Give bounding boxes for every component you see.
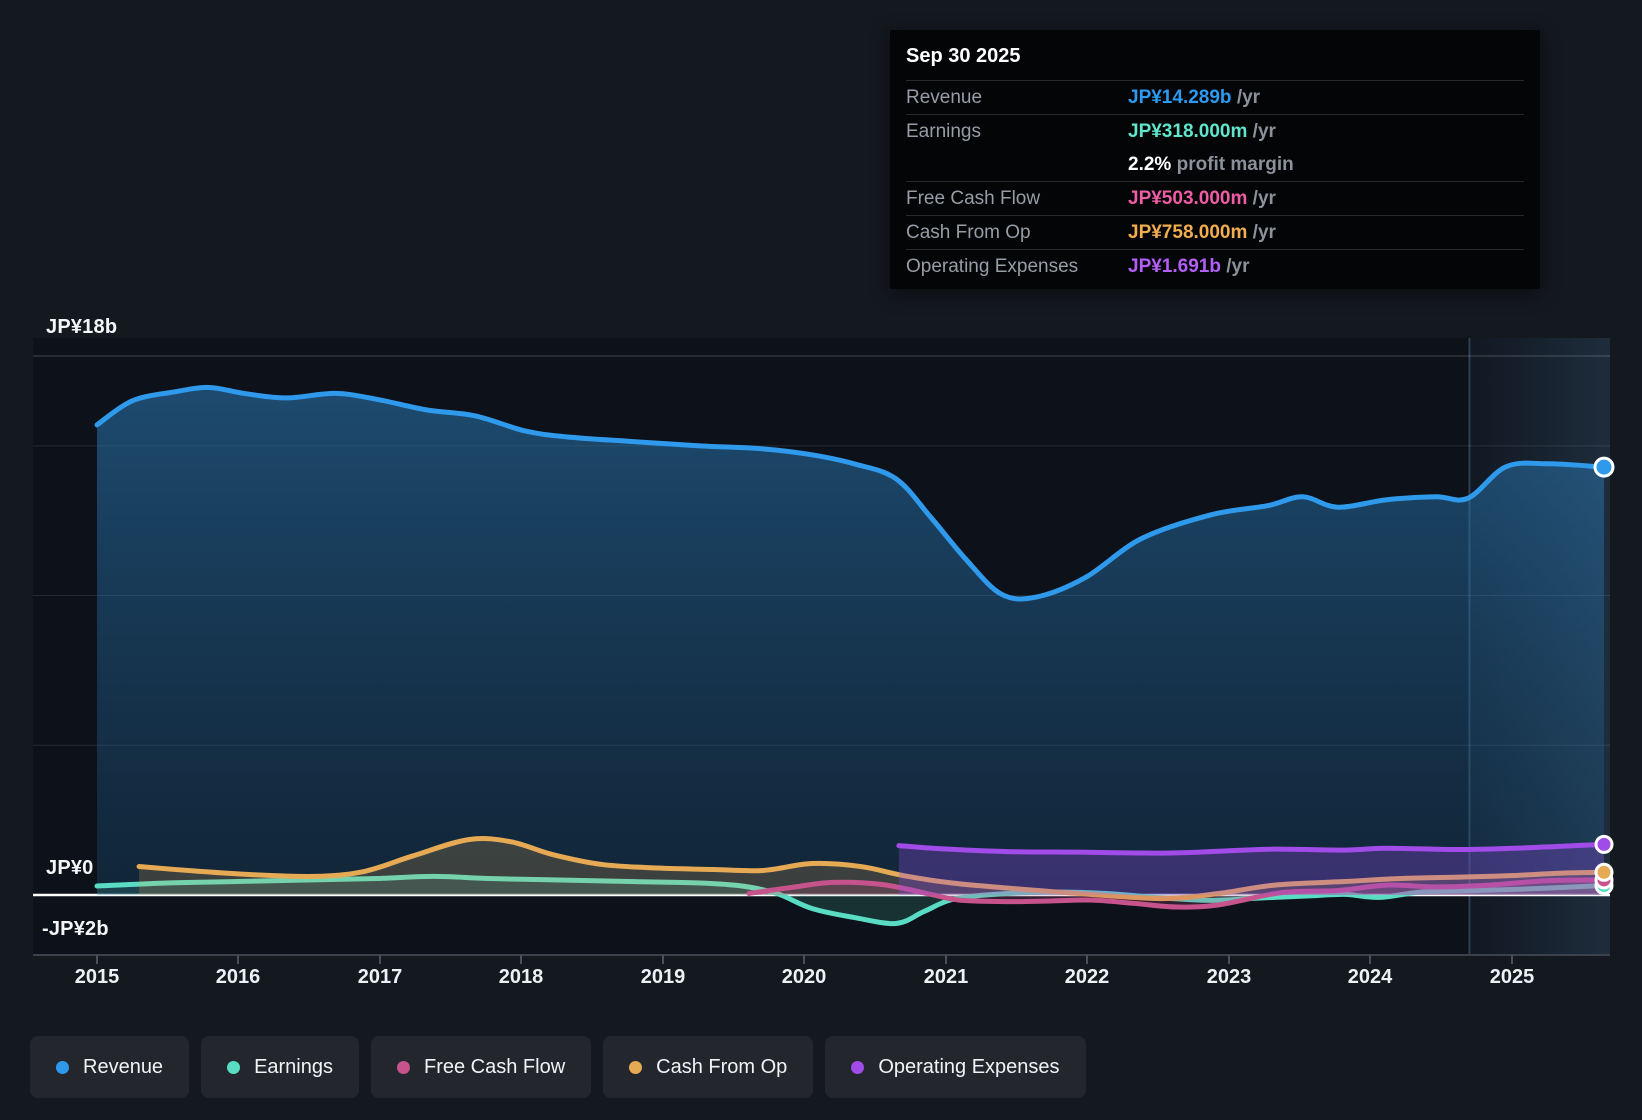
- tooltip-row-earnings: Earnings JP¥318.000m /yr: [906, 114, 1524, 148]
- chart-tooltip: Sep 30 2025 Revenue JP¥14.289b /yr Earni…: [890, 30, 1540, 289]
- series-revenue: [94, 384, 1607, 895]
- tooltip-label: Revenue: [906, 86, 983, 108]
- series-operating-expenses: [896, 841, 1607, 895]
- x-tick-label: 2018: [498, 966, 544, 988]
- series-cash-from-op: [136, 836, 1607, 902]
- legend-label: Cash From Op: [656, 1055, 788, 1078]
- x-tick-label: 2016: [215, 966, 261, 988]
- x-tick-label: 2024: [1347, 966, 1393, 988]
- area-operating-expenses: [898, 844, 1604, 895]
- tooltip-label: Free Cash Flow: [906, 187, 1041, 209]
- line-operating-expenses: [896, 841, 1607, 856]
- x-tick-label: 2019: [640, 966, 686, 988]
- tooltip-row-profit-margin: 2.2% profit margin: [906, 148, 1524, 181]
- legend-item-revenue[interactable]: Revenue: [30, 1036, 190, 1098]
- tooltip-row-operating-expenses: Operating Expenses JP¥1.691b /yr: [906, 249, 1524, 283]
- tooltip-row-cash-from-op: Cash From Op JP¥758.000m /yr: [906, 215, 1524, 249]
- area-earnings: [97, 876, 1604, 924]
- series-free-cash-flow: [746, 877, 1607, 910]
- y-axis-label-top: JP¥18b: [46, 316, 118, 338]
- legend-item-earnings[interactable]: Earnings: [201, 1036, 359, 1098]
- tooltip-value: JP¥14.289b /yr: [1128, 86, 1261, 108]
- tooltip-row-free-cash-flow: Free Cash Flow JP¥503.000m /yr: [906, 181, 1524, 215]
- cash-from-op-dot-icon: [629, 1060, 643, 1074]
- line-free-cash-flow: [746, 877, 1607, 910]
- x-tick-label: 2023: [1206, 966, 1252, 988]
- legend-label: Earnings: [254, 1055, 333, 1078]
- y-axis-label-bottom: -JP¥2b: [42, 918, 109, 940]
- legend-label: Free Cash Flow: [424, 1055, 566, 1078]
- line-revenue: [94, 384, 1607, 602]
- tooltip-label: Operating Expenses: [906, 255, 1079, 277]
- endpoint-operating-expenses[interactable]: [1594, 834, 1614, 854]
- x-tick-label: 2021: [923, 966, 969, 988]
- x-tick-label: 2020: [781, 966, 827, 988]
- tooltip-label: Cash From Op: [906, 221, 1031, 243]
- x-tick-label: 2015: [74, 966, 120, 988]
- tooltip-row-revenue: Revenue JP¥14.289b /yr: [906, 80, 1524, 114]
- tooltip-date: Sep 30 2025: [906, 45, 1021, 67]
- line-earnings: [94, 873, 1607, 927]
- legend-label: Operating Expenses: [878, 1055, 1060, 1078]
- free-cash-flow-dot-icon: [397, 1060, 410, 1074]
- legend-item-cash-from-op[interactable]: Cash From Op: [603, 1036, 814, 1098]
- tooltip-value: JP¥318.000m /yr: [1128, 120, 1276, 142]
- area-revenue: [97, 387, 1604, 895]
- legend-item-operating-expenses[interactable]: Operating Expenses: [825, 1036, 1086, 1098]
- tooltip-value: JP¥758.000m /yr: [1128, 221, 1276, 243]
- endpoint-cash-from-op[interactable]: [1594, 862, 1614, 882]
- endpoint-revenue[interactable]: [1593, 456, 1615, 478]
- chart-legend: Revenue Earnings Free Cash Flow Cash Fro…: [30, 1036, 1086, 1098]
- tooltip-value: JP¥503.000m /yr: [1128, 187, 1276, 209]
- x-tick-label: 2022: [1064, 966, 1110, 988]
- legend-label: Revenue: [83, 1055, 164, 1078]
- line-cash-from-op: [136, 836, 1607, 902]
- x-tick-label: 2017: [357, 966, 403, 988]
- legend-item-free-cash-flow[interactable]: Free Cash Flow: [371, 1036, 592, 1098]
- revenue-dot-icon: [56, 1060, 69, 1074]
- x-tick-label: 2025: [1489, 966, 1535, 988]
- tooltip-label: Earnings: [906, 120, 981, 142]
- operating-expenses-dot-icon: [851, 1060, 865, 1074]
- tooltip-value: JP¥1.691b /yr: [1128, 255, 1250, 277]
- series-earnings: [94, 873, 1607, 927]
- tooltip-value: 2.2% profit margin: [1128, 153, 1294, 175]
- earnings-dot-icon: [227, 1060, 241, 1074]
- y-axis-label-zero: JP¥0: [46, 857, 94, 879]
